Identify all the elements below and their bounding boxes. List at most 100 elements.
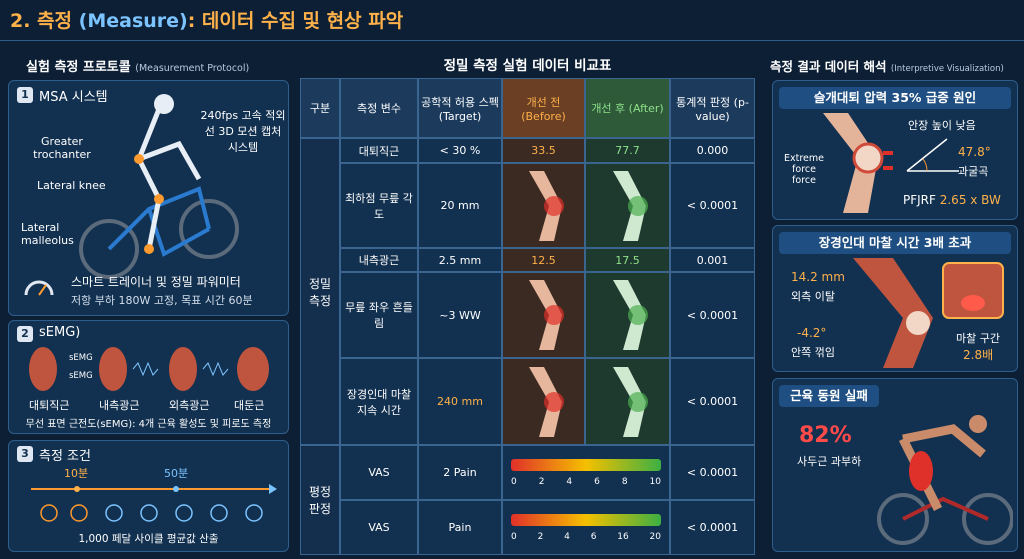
formula: PFJRF 2.65 x BW (903, 193, 1001, 207)
title-highlight: (Measure) (78, 10, 188, 32)
formula-prefix: PFJRF (903, 193, 940, 207)
time-mark: 50분 (164, 467, 189, 480)
knee-illustration (823, 113, 893, 213)
camera-label: 240fps 고속 적외선 3D 모션 캡처 시스템 (200, 109, 286, 154)
after-cell: 17.5 (585, 248, 670, 272)
sensor-label: sEMG (69, 371, 93, 381)
percent-value: 82% (799, 423, 852, 448)
variable-cell: 내측광근 (340, 248, 418, 272)
column-header: 개선 후 (After) (585, 78, 670, 138)
target-cell: 240 mm (418, 358, 502, 445)
timeline (31, 484, 277, 522)
muscle-illustrations (29, 347, 269, 391)
variable-cell: VAS (340, 445, 418, 500)
inward-label: 안쪽 꺾임 (791, 346, 835, 359)
muscle-label: 내측광근 (99, 399, 140, 412)
comparison-table: 구분 측정 변수 공학적 허용 스펙 (Target) 개선 전 (Before) 개선… (300, 78, 755, 555)
knee-image (612, 280, 648, 350)
page-title: 2. 측정 (Measure): 데이터 수집 및 현상 파악 (10, 6, 403, 33)
semg-caption: 무선 표면 근전도(sEMG): 4개 근육 활성도 및 피로도 측정 (25, 419, 272, 430)
scale-tick: 2 (537, 531, 544, 542)
divider (0, 40, 1024, 41)
column-header: 개선 전 (Before) (502, 78, 585, 138)
percent-label: 사두근 과부하 (797, 455, 862, 468)
group-cell: 평정 판정 (300, 445, 340, 555)
column-header: 구분 (300, 78, 340, 138)
p-value-cell: < 0.0001 (670, 500, 755, 555)
scale-tick: 6 (594, 476, 600, 487)
target-cell: ~3 WW (418, 272, 502, 358)
knee-image (528, 366, 564, 437)
scale-ticks: 0 2 4 6 8 10 (511, 477, 661, 487)
muscle-label: 대둔근 (234, 399, 265, 412)
before-cell: 33.5 (502, 138, 585, 163)
step-number: 2 (17, 326, 33, 342)
panel-title: sEMG) (39, 325, 81, 340)
variable-cell: 대퇴직근 (340, 138, 418, 163)
column-header: 통계적 판정 (p-value) (670, 78, 755, 138)
angle-value: 47.8° (958, 145, 991, 159)
scale-tick: 4 (564, 531, 570, 542)
target-cell: Pain (418, 500, 502, 555)
marker-label: Greater trochanter (33, 135, 91, 161)
p-value-cell: < 0.0001 (670, 163, 755, 248)
cyclist-illustration (79, 94, 239, 279)
msa-panel: 1 MSA 시스템 240fps 고속 적외선 3D 모션 캡처 시스템 Gre… (8, 80, 289, 316)
panel-title: 슬개대퇴 압력 35% 급증 원인 (779, 87, 1011, 109)
muscle-label: 대퇴직근 (29, 399, 70, 412)
sensor-label: sEMG (69, 353, 93, 363)
itband-illustration (853, 258, 1004, 368)
column-header: 측정 변수 (340, 78, 418, 138)
pain-scale-bar (511, 513, 661, 526)
scale-tick: 16 (617, 531, 629, 542)
trainer-label: 스마트 트레이너 및 정밀 파워미터 (71, 275, 241, 289)
p-value-cell: 0.001 (670, 248, 755, 272)
panel-title: 측정 조건 (39, 449, 91, 464)
friction-value: 2.8배 (963, 348, 994, 362)
interpretation-panel: 슬개대퇴 압력 35% 급증 원인 Extreme force force 안장… (772, 80, 1018, 220)
target-cell: 20 mm (418, 163, 502, 248)
knee-image (528, 280, 564, 350)
panel-title: 근육 동원 실패 (779, 385, 879, 407)
scale-tick: 0 (511, 476, 517, 487)
variable-cell: 최하점 무릎 각도 (340, 163, 418, 248)
knee-image (528, 170, 564, 241)
left-heading: 실험 측정 프로토콜 (Measurement Protocol) (26, 56, 249, 75)
before-cell (502, 358, 585, 445)
heading-en: (Measurement Protocol) (135, 63, 250, 74)
rider-illustration (877, 415, 1013, 545)
scale-tick: 8 (621, 476, 628, 487)
interpretation-panel: 근육 동원 실패 82% 사두근 과부하 (772, 378, 1018, 552)
tilt-value: 14.2 mm (791, 270, 845, 284)
panel-title: 장경인대 마찰 시간 3배 초과 (779, 232, 1011, 254)
friction-label: 마찰 구간 (956, 332, 1000, 345)
knee-image (612, 366, 648, 437)
target-cell: 2.5 mm (418, 248, 502, 272)
semg-panel: 2 sEMG) sEMG sEMG 대퇴직근 내측광근 외측광근 대둔근 무선 … (8, 320, 289, 434)
scale-tick: 20 (649, 531, 661, 542)
scale-tick: 4 (566, 476, 573, 487)
saddle-label: 안장 높이 낮음 (908, 119, 976, 132)
step-number: 1 (17, 87, 33, 103)
heading-en: (Interpretive Visualization) (890, 64, 1004, 74)
scale-ticks: 0 2 4 6 16 20 (511, 532, 661, 542)
group-cell: 정밀 측정 (300, 138, 340, 445)
after-cell: 77.7 (585, 138, 670, 163)
table-title: 정밀 측정 실험 데이터 비교표 (443, 58, 612, 74)
before-cell (502, 163, 585, 248)
gauge-icon (24, 280, 54, 296)
after-cell (585, 163, 670, 248)
step-number: 3 (17, 446, 33, 462)
variable-cell: 무릎 좌우 흔들림 (340, 272, 418, 358)
conditions-caption: 1,000 페달 사이클 평균값 산출 (78, 533, 219, 545)
heading: 측정 결과 데이터 해석 (770, 59, 887, 74)
pain-scale-bar (511, 458, 661, 471)
p-value-cell: 0.000 (670, 138, 755, 163)
right-heading: 측정 결과 데이터 해석 (Interpretive Visualization… (770, 56, 1004, 75)
muscle-label: 외측광근 (169, 399, 210, 412)
knee-image (612, 170, 648, 241)
p-value-cell: < 0.0001 (670, 272, 755, 358)
variable-cell: 장경인대 마찰 지속 시간 (340, 358, 418, 445)
time-mark: 10분 (64, 467, 89, 480)
